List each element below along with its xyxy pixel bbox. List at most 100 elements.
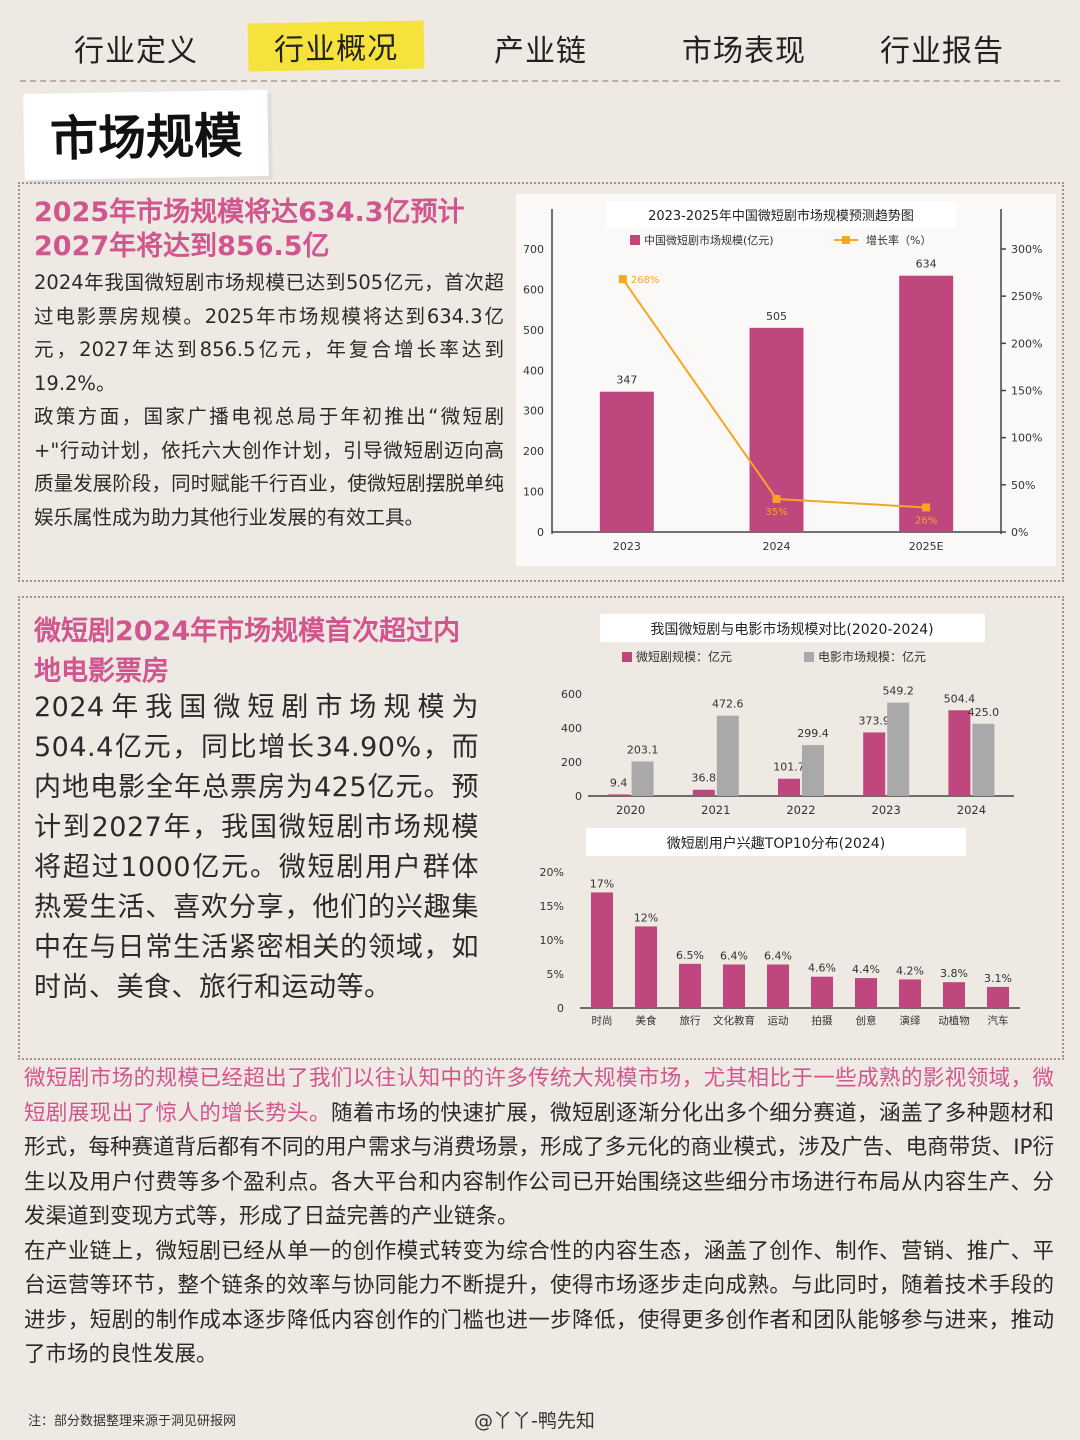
market-size-card-2025: 2025年市场规模将达634.3亿预计2027年将达到856.5亿 2024年我… [18, 182, 1064, 582]
growth-data-label: 35% [765, 507, 787, 518]
y-tick-label: 600 [561, 688, 582, 701]
bar [599, 391, 654, 532]
y-tick-label-left: 400 [523, 364, 544, 377]
growth-point [922, 503, 931, 512]
chart-title: 2023-2025年中国微短剧市场规模预测趋势图 [648, 208, 914, 224]
section1-heading: 2025年市场规模将达634.3亿预计2027年将达到856.5亿 [34, 197, 465, 262]
growth-point [618, 275, 627, 284]
x-tick-label: 2024 [763, 540, 791, 553]
y-tick-label: 15% [540, 900, 564, 913]
bar-data-label: 347 [616, 374, 637, 387]
tab-industry-report[interactable]: 行业报告 [880, 34, 1004, 69]
legend-label-drama: 微短剧规模：亿元 [636, 649, 732, 664]
y-tick-label-right: 150% [1011, 385, 1042, 398]
bar-data-label: 36.8 [692, 772, 717, 785]
section2-heading: 微短剧2024年市场规模首次超过内地电影票房 [34, 616, 461, 687]
y-tick-label-left: 600 [523, 283, 544, 296]
bar-data-label: 4.6% [808, 962, 836, 975]
summary-paragraph-1: 微短剧市场的规模已经超出了我们以往认知中的许多传统大规模市场，尤其相比于一些成熟… [24, 1062, 1054, 1235]
y-tick-label-right: 250% [1011, 290, 1042, 303]
bar-film [972, 723, 995, 796]
bar [679, 963, 701, 1008]
bar-drama [778, 778, 800, 796]
x-tick-label: 2021 [701, 803, 730, 817]
bar-data-label: 6.5% [676, 949, 704, 962]
y-tick-label: 200 [561, 756, 582, 769]
author-watermark: @丫丫-鸭先知 [474, 1410, 595, 1432]
x-tick-label: 动植物 [938, 1014, 970, 1027]
x-tick-label: 演绎 [900, 1014, 921, 1027]
bar [811, 976, 833, 1008]
bar-film [631, 761, 654, 796]
y-tick-label: 0 [575, 790, 582, 803]
legend-swatch-drama [622, 652, 632, 662]
x-tick-label: 创意 [856, 1014, 877, 1027]
bar-drama [692, 789, 715, 796]
bar [855, 978, 877, 1008]
bar-film [887, 702, 910, 796]
bar [899, 979, 921, 1008]
bar-data-label: 4.2% [896, 964, 924, 977]
y-tick-label-right: 100% [1011, 432, 1042, 445]
y-tick-label-left: 0 [537, 526, 544, 539]
bar-data-label: 4.4% [852, 963, 880, 976]
x-tick-label: 美食 [636, 1014, 657, 1027]
summary-rest: 随着市场的快速扩展，微短剧逐渐分化出多个细分赛道，涵盖了多种题材和形式，每种赛道… [24, 1100, 1054, 1230]
bar-data-label: 549.2 [882, 685, 914, 698]
bar [723, 964, 745, 1008]
summary-paragraph-2: 在产业链上，微短剧已经从单一的创作模式转变为综合性的内容生态，涵盖了创作、制作、… [24, 1238, 1054, 1368]
x-tick-label: 文化教育 [713, 1014, 755, 1027]
source-note: 注：部分数据整理来源于洞见研报网 [28, 1414, 237, 1429]
tab-industry-chain[interactable]: 产业链 [494, 34, 587, 69]
section2-body: 2024年我国微短剧市场规模为504.4亿元，同比增长34.90%，而内地电影全… [34, 692, 479, 1003]
bar-data-label: 634 [916, 258, 937, 271]
bar [591, 892, 613, 1008]
y-tick-label-left: 300 [523, 405, 544, 418]
bar-film [802, 745, 824, 796]
bar-data-label: 101.7 [773, 761, 805, 774]
tab-industry-overview[interactable]: 行业概况 [247, 20, 425, 72]
bar-data-label: 505 [766, 310, 787, 323]
top-nav: 行业定义 行业概况 产业链 市场表现 行业报告 [0, 18, 1080, 78]
bar [943, 982, 965, 1008]
legend-swatch-film [804, 652, 814, 662]
bar-data-label: 9.4 [610, 776, 628, 789]
page-title: 市场规模 [23, 89, 269, 181]
bar-data-label: 12% [634, 911, 658, 924]
x-tick-label: 2024 [957, 803, 986, 817]
y-tick-label-right: 300% [1011, 243, 1042, 256]
x-tick-label: 2020 [616, 803, 645, 817]
x-tick-label: 2023 [872, 803, 901, 817]
bar [635, 926, 657, 1008]
y-tick-label-left: 100 [523, 486, 544, 499]
y-tick-label-left: 700 [523, 243, 544, 256]
legend-swatch-bars [630, 235, 640, 245]
chart-title-box [586, 828, 966, 856]
y-tick-label-right: 50% [1011, 479, 1035, 492]
legend-marker-growth [842, 236, 850, 244]
tab-market-performance[interactable]: 市场表现 [682, 34, 806, 69]
bar-drama [607, 794, 630, 796]
x-tick-label: 拍摄 [812, 1014, 833, 1027]
tab-industry-definition[interactable]: 行业定义 [74, 34, 198, 69]
x-tick-label: 2025E [909, 540, 944, 553]
chart-title-box [606, 202, 956, 228]
y-tick-label-right: 200% [1011, 337, 1042, 350]
chart-forecast-trend: 2023-2025年中国微短剧市场规模预测趋势图 中国微短剧市场规模(亿元) 增长率… [516, 194, 1056, 566]
growth-point [772, 494, 781, 503]
x-tick-label: 2022 [786, 803, 815, 817]
y-tick-label-left: 500 [523, 324, 544, 337]
bar-drama [863, 732, 886, 796]
growth-data-label: 268% [631, 275, 660, 286]
y-tick-label-right: 0% [1011, 526, 1028, 539]
bar-data-label: 6.4% [720, 949, 748, 962]
y-tick-label: 10% [540, 934, 564, 947]
chart-title-box [600, 614, 985, 642]
section1-paragraph: 2024年我国微短剧市场规模已达到505亿元，首次超过电影票房规模。2025年市… [34, 271, 504, 395]
bar-data-label: 425.0 [968, 706, 1000, 719]
chart-user-interest: 微短剧用户兴趣TOP10分布(2024) 0 5% 10% 15% 20% 17% 时尚 12%… [530, 824, 1030, 1050]
x-tick-label: 运动 [768, 1015, 789, 1027]
chart-title: 微短剧用户兴趣TOP10分布(2024) [667, 835, 885, 852]
section1-paragraph: 政策方面，国家广播电视总局于年初推出“微短剧 +"行动计划，依托六大创作计划，引… [34, 405, 504, 529]
bar-film [716, 715, 739, 796]
